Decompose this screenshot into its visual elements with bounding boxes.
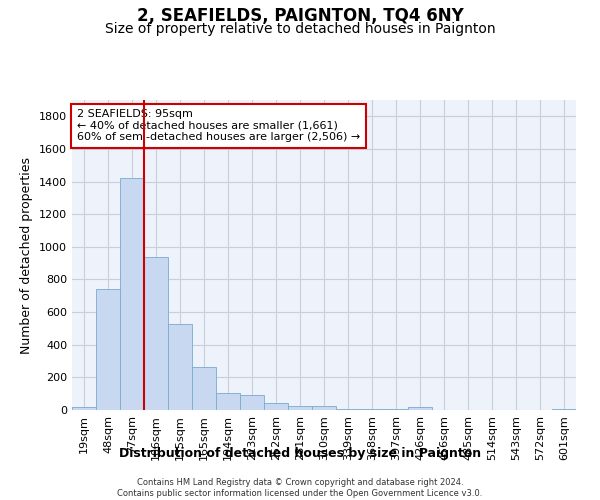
Bar [168, 324, 192, 410]
Text: Distribution of detached houses by size in Paignton: Distribution of detached houses by size … [119, 448, 481, 460]
Bar [360, 408, 384, 410]
Bar [216, 393, 240, 410]
Text: 2, SEAFIELDS, PAIGNTON, TQ4 6NY: 2, SEAFIELDS, PAIGNTON, TQ4 6NY [137, 8, 463, 26]
Bar [72, 406, 96, 410]
Bar [240, 395, 264, 410]
Text: 2 SEAFIELDS: 95sqm
← 40% of detached houses are smaller (1,661)
60% of semi-deta: 2 SEAFIELDS: 95sqm ← 40% of detached hou… [77, 110, 360, 142]
Bar [288, 406, 312, 410]
Bar [120, 178, 144, 410]
Bar [96, 290, 120, 410]
Bar [552, 408, 576, 410]
Bar [408, 407, 432, 410]
Y-axis label: Number of detached properties: Number of detached properties [20, 156, 34, 354]
Bar [192, 367, 216, 410]
Text: Size of property relative to detached houses in Paignton: Size of property relative to detached ho… [104, 22, 496, 36]
Text: Contains HM Land Registry data © Crown copyright and database right 2024.
Contai: Contains HM Land Registry data © Crown c… [118, 478, 482, 498]
Bar [384, 408, 408, 410]
Bar [144, 256, 168, 410]
Bar [312, 406, 336, 410]
Bar [336, 408, 360, 410]
Bar [264, 404, 288, 410]
